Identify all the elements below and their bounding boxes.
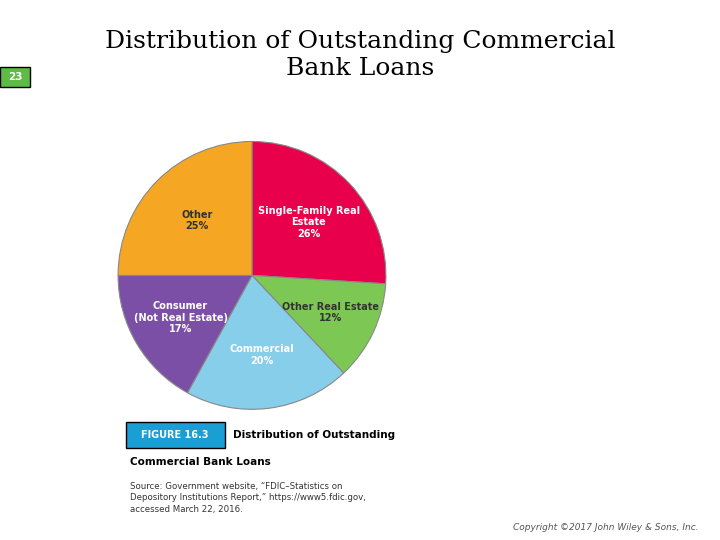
Text: Bank Loans: Bank Loans <box>286 57 434 80</box>
Text: FIGURE 16.3: FIGURE 16.3 <box>141 430 209 440</box>
Text: Consumer
(Not Real Estate)
17%: Consumer (Not Real Estate) 17% <box>133 301 228 334</box>
Text: Distribution of Outstanding Commercial: Distribution of Outstanding Commercial <box>104 30 616 53</box>
Text: 23: 23 <box>8 72 22 82</box>
Text: Other Real Estate
12%: Other Real Estate 12% <box>282 302 379 323</box>
Text: Single-Family Real
Estate
26%: Single-Family Real Estate 26% <box>258 206 360 239</box>
Wedge shape <box>118 275 252 393</box>
Text: Distribution of Outstanding: Distribution of Outstanding <box>233 430 395 440</box>
Text: Other
25%: Other 25% <box>181 210 213 231</box>
Text: Source: Government website, “FDIC–Statistics on
Depository Institutions Report,”: Source: Government website, “FDIC–Statis… <box>130 482 366 514</box>
Wedge shape <box>252 141 386 284</box>
FancyBboxPatch shape <box>126 422 225 448</box>
Wedge shape <box>252 275 386 373</box>
Text: Copyright ©2017 John Wiley & Sons, Inc.: Copyright ©2017 John Wiley & Sons, Inc. <box>513 523 698 532</box>
Text: Commercial
20%: Commercial 20% <box>230 345 294 366</box>
Text: Commercial Bank Loans: Commercial Bank Loans <box>130 457 270 467</box>
FancyBboxPatch shape <box>0 67 30 87</box>
Wedge shape <box>187 275 343 409</box>
Wedge shape <box>118 141 252 275</box>
